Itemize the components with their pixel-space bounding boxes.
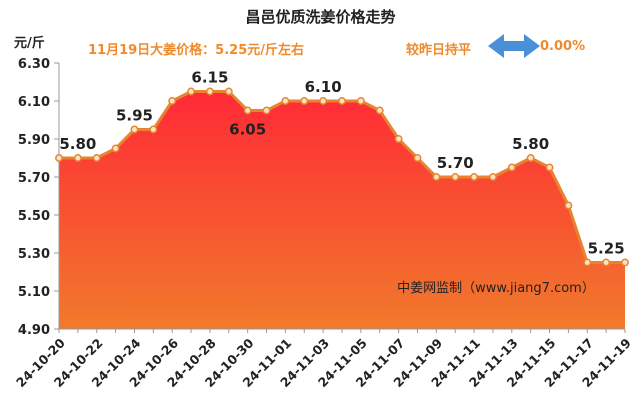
price-note: 11月19日大姜价格：5.25元/斤左右 <box>88 43 305 58</box>
y-tick-label: 5.90 <box>18 133 50 148</box>
data-label: 6.15 <box>191 69 228 87</box>
data-point <box>205 87 214 96</box>
price-area <box>59 91 625 329</box>
data-point <box>55 154 63 162</box>
data-label: 5.80 <box>512 135 549 153</box>
y-tick-label: 6.10 <box>18 95 50 110</box>
data-point <box>602 258 611 267</box>
y-tick-label: 4.90 <box>18 323 50 338</box>
trend-label: 较昨日持平 <box>406 43 472 58</box>
data-point <box>224 87 233 96</box>
chart-title: 昌邑优质洗姜价格走势 <box>245 8 396 26</box>
y-tick-label: 5.30 <box>18 247 50 262</box>
data-point <box>432 173 441 181</box>
data-label: 5.70 <box>437 154 474 172</box>
data-point <box>470 173 479 181</box>
data-label: 6.10 <box>305 78 342 96</box>
data-point <box>73 154 82 162</box>
data-point <box>526 154 535 162</box>
watermark-text: 中姜网监制（www.jiang7.com） <box>397 281 595 296</box>
data-point <box>394 135 403 143</box>
data-point <box>262 106 271 115</box>
data-point <box>451 173 460 181</box>
data-point <box>243 106 252 115</box>
data-label: 5.80 <box>59 135 96 153</box>
data-point <box>168 97 177 105</box>
data-point <box>413 154 422 162</box>
data-point <box>338 97 346 105</box>
data-label: 5.25 <box>588 240 625 258</box>
data-point <box>356 97 365 105</box>
data-point <box>300 97 309 105</box>
double-arrow-icon <box>488 34 540 58</box>
data-point <box>375 106 384 115</box>
data-point <box>319 97 328 105</box>
data-point <box>583 258 592 267</box>
data-point <box>488 173 497 181</box>
y-tick-label: 5.50 <box>18 209 50 224</box>
data-point <box>507 163 516 172</box>
data-point <box>149 125 158 134</box>
data-point <box>92 154 101 162</box>
data-point <box>545 163 554 172</box>
data-point <box>187 87 196 96</box>
data-point <box>281 97 290 105</box>
data-point <box>564 201 573 210</box>
data-point <box>111 144 120 153</box>
data-point <box>130 125 139 134</box>
data-label: 6.05 <box>229 121 266 139</box>
y-tick-label: 6.30 <box>18 57 50 72</box>
change-percent: 0.00% <box>540 39 586 54</box>
y-tick-label: 5.70 <box>18 171 50 186</box>
y-tick-label: 5.10 <box>18 285 50 300</box>
data-point <box>621 258 629 267</box>
y-axis-unit: 元/斤 <box>14 36 45 51</box>
data-label: 5.95 <box>116 107 153 125</box>
